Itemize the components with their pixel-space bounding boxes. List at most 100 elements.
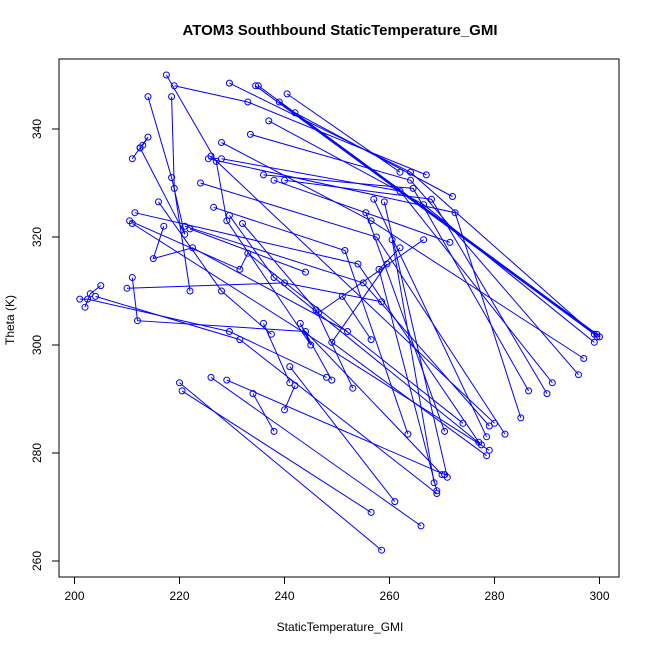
series-line xyxy=(273,179,451,243)
series-line xyxy=(258,85,598,335)
series-line xyxy=(284,179,548,394)
data-point xyxy=(446,238,454,246)
chart-title: ATOM3 Southbound StaticTemperature_GMI xyxy=(182,22,497,39)
series-line xyxy=(221,142,585,359)
series-line xyxy=(95,295,438,494)
data-point xyxy=(375,265,383,273)
data-point xyxy=(359,279,367,287)
series-line xyxy=(279,101,600,338)
data-point xyxy=(477,441,485,449)
series-line xyxy=(365,212,446,432)
series-line xyxy=(250,133,579,376)
series-line xyxy=(286,93,401,173)
data-point xyxy=(128,220,136,227)
data-point xyxy=(178,387,186,395)
data-point xyxy=(291,382,299,389)
series-line xyxy=(263,174,530,392)
data-point xyxy=(134,317,141,325)
data-point xyxy=(362,209,370,217)
data-point xyxy=(543,390,551,398)
series-line xyxy=(318,239,424,314)
series-line xyxy=(131,136,149,159)
data-point xyxy=(281,406,288,414)
data-point xyxy=(270,176,278,184)
y-axis: 260 280 300 320 340 xyxy=(30,119,60,571)
y-tick-label: 320 xyxy=(30,227,44,247)
data-point xyxy=(197,179,204,187)
data-point xyxy=(451,209,459,217)
data-point xyxy=(388,236,396,244)
data-point xyxy=(485,422,493,430)
data-point xyxy=(139,141,147,149)
data-point xyxy=(483,452,491,460)
data-point xyxy=(383,260,391,268)
data-point xyxy=(367,508,375,516)
data-point xyxy=(378,546,386,554)
data-point xyxy=(162,71,170,79)
data-point xyxy=(396,244,404,252)
data-point xyxy=(378,298,386,306)
data-point xyxy=(218,139,225,146)
data-point xyxy=(144,133,152,141)
series-line xyxy=(171,96,191,292)
data-point xyxy=(131,209,139,217)
series-line xyxy=(213,206,409,435)
data-point xyxy=(501,430,509,438)
data-point xyxy=(260,171,267,179)
data-point xyxy=(84,295,92,303)
data-point xyxy=(580,355,588,362)
data-point xyxy=(204,155,212,163)
series-line xyxy=(229,82,598,338)
data-point xyxy=(441,471,449,479)
x-tick-label: 280 xyxy=(484,589,504,603)
series-line xyxy=(181,390,372,513)
data-point xyxy=(441,427,449,435)
data-point xyxy=(168,93,176,101)
data-point xyxy=(307,341,315,349)
data-point xyxy=(239,220,246,227)
data-point xyxy=(128,155,136,163)
data-point xyxy=(286,363,294,371)
data-point xyxy=(149,255,157,263)
data-point xyxy=(246,130,254,138)
series-line xyxy=(126,282,382,303)
series-line xyxy=(242,223,354,389)
data-point xyxy=(367,336,375,344)
data-point xyxy=(341,247,349,254)
data-point xyxy=(170,82,178,90)
series-line xyxy=(228,215,482,446)
series-line xyxy=(391,239,435,483)
data-point xyxy=(372,233,380,241)
data-point xyxy=(236,336,244,344)
data-point xyxy=(210,203,218,211)
data-point xyxy=(349,384,357,392)
x-axis-label: StaticTemperature_GMI xyxy=(277,620,404,634)
x-axis: 200 220 240 260 280 300 xyxy=(64,576,610,603)
data-point xyxy=(391,498,399,506)
data-point xyxy=(449,193,456,200)
data-point xyxy=(97,282,105,290)
series-line xyxy=(158,201,272,335)
series-line xyxy=(165,74,333,381)
series-line xyxy=(221,158,553,384)
data-point xyxy=(225,328,233,335)
y-axis-label: Theta (K) xyxy=(3,295,17,345)
data-point xyxy=(144,93,152,101)
data-point xyxy=(249,390,257,398)
data-point xyxy=(323,373,330,381)
data-point xyxy=(225,211,233,219)
data-point xyxy=(404,430,412,438)
x-tick-label: 200 xyxy=(64,589,84,603)
data-point xyxy=(155,198,162,206)
y-tick-label: 260 xyxy=(30,551,44,571)
x-tick-label: 260 xyxy=(379,589,399,603)
series-line xyxy=(79,298,327,378)
data-point xyxy=(244,249,252,257)
data-point xyxy=(409,184,417,192)
data-point xyxy=(283,90,291,98)
x-tick-label: 240 xyxy=(274,589,294,603)
data-point xyxy=(76,295,84,303)
y-tick-label: 280 xyxy=(30,443,44,463)
data-point xyxy=(517,414,525,422)
data-point xyxy=(223,376,231,384)
